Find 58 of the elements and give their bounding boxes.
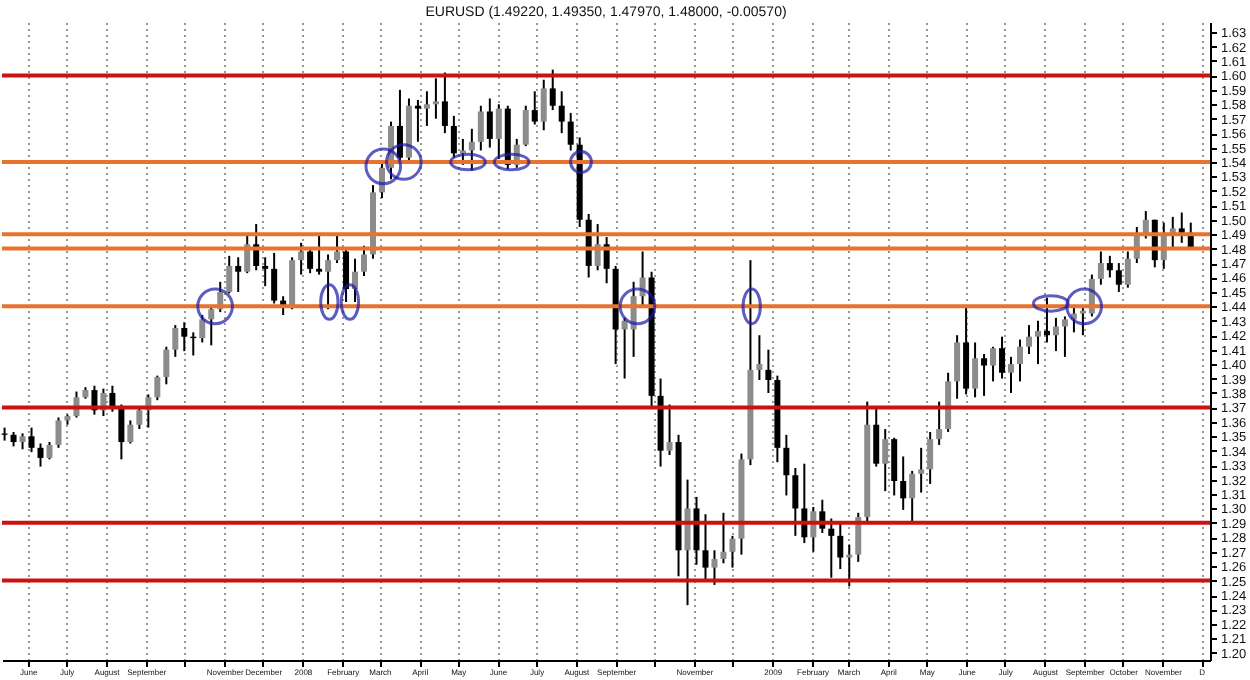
candlestick: [1178, 211, 1185, 244]
candlestick: [1043, 296, 1050, 344]
candlestick: [549, 68, 556, 112]
candlestick: [486, 97, 493, 149]
candlestick: [181, 321, 188, 353]
candlestick: [298, 241, 305, 276]
candlestick: [441, 71, 448, 135]
candlestick: [1025, 324, 1032, 355]
candlestick: [154, 374, 161, 402]
candlestick: [918, 446, 925, 494]
candlestick: [37, 442, 44, 468]
candlestick: [118, 403, 125, 461]
candlestick: [765, 348, 772, 394]
candlestick: [262, 256, 269, 288]
candlestick: [945, 371, 952, 433]
candlestick: [837, 521, 844, 571]
candlestick: [1017, 338, 1024, 383]
candlestick: [414, 98, 421, 143]
candlestick: [954, 334, 961, 400]
candlestick: [226, 254, 233, 295]
candlestick: [28, 426, 35, 454]
candlestick: [720, 511, 727, 565]
candlestick: [693, 495, 700, 566]
candlestick: [55, 416, 62, 449]
candlestick: [1124, 250, 1131, 289]
candlestick: [423, 90, 430, 127]
candlestick: [981, 352, 988, 397]
candlestick: [316, 233, 323, 276]
candlestick: [558, 90, 565, 135]
candlestick: [468, 127, 475, 172]
candlestick: [756, 334, 763, 381]
candlestick: [729, 534, 736, 569]
candlestick: [361, 244, 368, 278]
candlestick: [1106, 254, 1113, 279]
candlestick: [208, 303, 215, 347]
candlestick: [235, 256, 242, 293]
candlestick: [450, 114, 457, 159]
candlestick: [163, 345, 170, 386]
candlestick: [999, 335, 1006, 380]
candlestick: [172, 324, 179, 358]
candlestick: [936, 400, 943, 446]
candlestick: [873, 406, 880, 468]
candlestick: [531, 90, 538, 126]
candlestick: [900, 455, 907, 511]
candlestick: [343, 246, 350, 304]
candlestick: [792, 467, 799, 537]
candlestick: [927, 430, 934, 485]
candlestick: [963, 305, 970, 396]
candlestick: [828, 517, 835, 579]
candlestick: [567, 111, 574, 152]
candlestick: [1061, 315, 1068, 358]
candlestick: [271, 251, 278, 305]
candlestick: [783, 433, 790, 497]
candlestick: [307, 246, 314, 275]
candlestick: [702, 513, 709, 584]
candlestick: [1115, 262, 1122, 293]
candlestick: [891, 436, 898, 497]
candlestick: [1052, 316, 1059, 353]
